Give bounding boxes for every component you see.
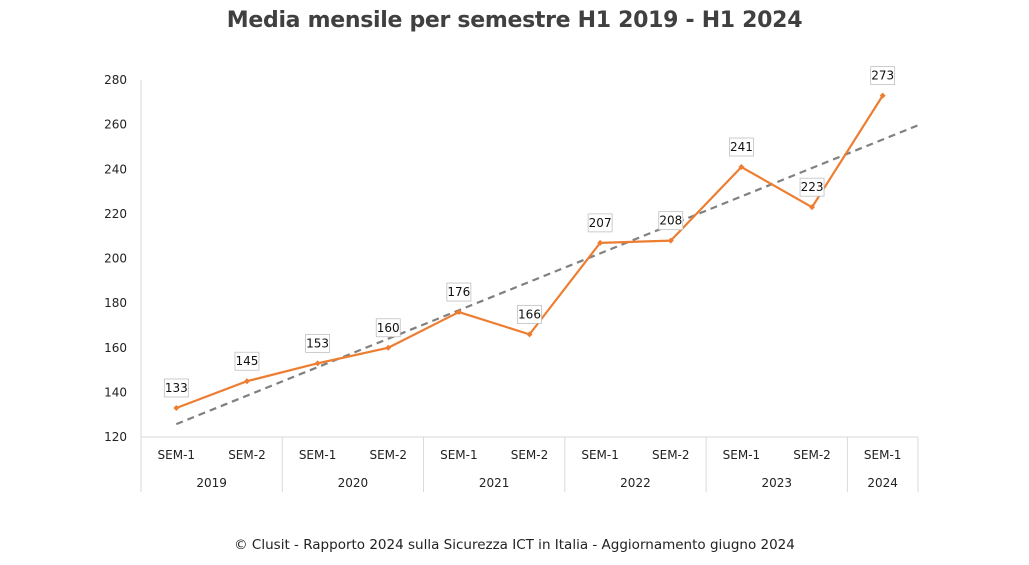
x-group-label: 2023 <box>761 476 792 490</box>
trendline <box>175 124 919 426</box>
data-label-box <box>234 351 260 371</box>
y-tick-label: 140 <box>104 385 127 399</box>
data-label: 273 <box>871 69 894 83</box>
x-tick-label: SEM-2 <box>652 448 690 462</box>
line-chart: 2019 2020 2021 2022 2023 2024 120 140 160 180 200 2… <box>104 66 919 492</box>
data-label: 153 <box>306 336 329 350</box>
data-point <box>314 360 321 367</box>
data-point <box>173 404 180 411</box>
data-label-box <box>446 282 472 302</box>
y-tick-label: 180 <box>104 296 127 310</box>
y-tick-label: 260 <box>104 118 127 132</box>
x-group-label: 2019 <box>196 476 227 490</box>
y-tick-label: 160 <box>104 341 127 355</box>
series-line <box>175 95 884 410</box>
y-tick-label: 220 <box>104 207 127 221</box>
data-label: 241 <box>730 140 753 154</box>
y-tick-label: 200 <box>104 252 127 266</box>
x-tick-label: SEM-1 <box>723 448 761 462</box>
data-point <box>526 331 533 338</box>
data-point <box>809 204 816 211</box>
data-point <box>455 309 462 316</box>
data-label: 133 <box>165 381 188 395</box>
data-label: 207 <box>589 216 612 230</box>
x-group-label: 2024 <box>867 476 898 490</box>
data-label-box <box>305 333 330 353</box>
x-tick-label: SEM-2 <box>511 448 549 462</box>
data-label: 208 <box>659 214 682 228</box>
x-group-label: 2020 <box>338 476 369 490</box>
data-point <box>667 237 674 244</box>
x-tick-label: SEM-1 <box>299 448 337 462</box>
x-tick-label: SEM-2 <box>369 448 407 462</box>
data-label-box <box>587 213 613 233</box>
data-label-box <box>517 304 542 324</box>
data-label: 160 <box>377 321 400 335</box>
data-label-box <box>163 378 189 398</box>
data-point <box>243 378 250 385</box>
x-tick-label: SEM-2 <box>228 448 266 462</box>
x-tick-label: SEM-1 <box>864 448 902 462</box>
data-label-box <box>870 66 896 86</box>
x-tick-label: SEM-1 <box>581 448 619 462</box>
data-point <box>879 92 886 99</box>
data-label-box <box>375 318 401 338</box>
data-label-box <box>729 137 754 157</box>
y-tick-label: 120 <box>104 430 127 444</box>
data-label-box <box>658 211 684 231</box>
chart-title: Media mensile per semestre H1 2019 - H1 … <box>226 8 803 33</box>
y-tick-label: 240 <box>104 162 127 176</box>
data-point <box>738 164 745 171</box>
data-point <box>385 344 392 351</box>
data-label: 176 <box>447 285 470 299</box>
x-group-label: 2022 <box>620 476 651 490</box>
data-label: 223 <box>801 180 824 194</box>
data-label: 166 <box>518 307 541 321</box>
footer-credit: © Clusit - Rapporto 2024 sulla Sicurezza… <box>234 537 795 553</box>
data-label: 145 <box>236 354 259 368</box>
data-point <box>597 239 604 246</box>
x-tick-label: SEM-1 <box>158 448 196 462</box>
data-label-box <box>799 177 825 197</box>
x-group-label: 2021 <box>479 476 510 490</box>
x-tick-label: SEM-2 <box>793 448 831 462</box>
x-tick-label: SEM-1 <box>440 448 478 462</box>
y-tick-label: 280 <box>104 73 127 87</box>
